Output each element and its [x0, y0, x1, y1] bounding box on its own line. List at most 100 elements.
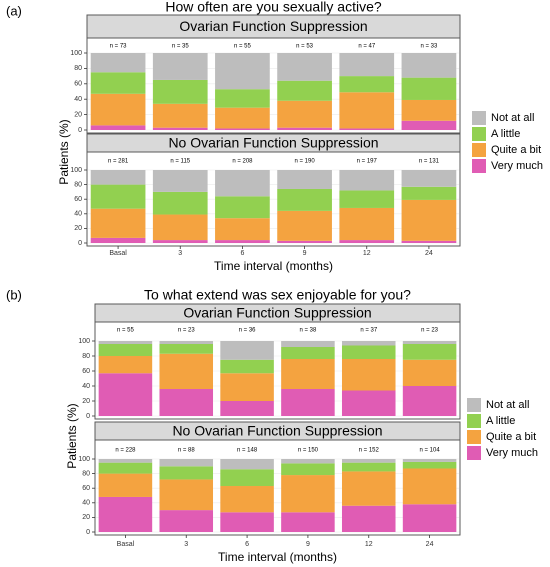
bar-segment-a-little [401, 186, 457, 200]
bar-segment-very-much [220, 401, 274, 416]
y-tick-label: 0 [78, 127, 82, 134]
bar-segment-very-much [159, 389, 214, 416]
bar-segment-not-at-all [98, 341, 153, 344]
legend-swatch-quite-a-bit [472, 143, 486, 157]
y-tick-label: 100 [78, 338, 90, 345]
legend-label: Not at all [491, 112, 534, 124]
bar-segment-not-at-all [215, 170, 270, 197]
y-tick-label: 60 [74, 196, 82, 203]
bar-segment-a-little [339, 76, 395, 93]
legend-swatch-quite-a-bit [467, 430, 481, 444]
n-label: n = 47 [358, 44, 376, 50]
bar-segment-a-little [220, 359, 274, 374]
n-label: n = 23 [178, 328, 196, 334]
bar-segment-quite-a-bit [152, 214, 208, 241]
n-label: n = 88 [178, 448, 196, 454]
bar-segment-very-much [341, 390, 396, 416]
bar-segment-quite-a-bit [401, 99, 457, 121]
bar-segment-quite-a-bit [98, 473, 153, 497]
bar-segment-a-little [90, 184, 146, 209]
n-label: n = 36 [239, 328, 257, 334]
bar-segment-quite-a-bit [339, 92, 395, 129]
n-label: n = 190 [294, 159, 315, 165]
bar-segment-quite-a-bit [98, 356, 153, 374]
bar-segment-not-at-all [277, 170, 332, 189]
y-tick-label: 20 [82, 398, 90, 405]
y-tick-label: 80 [74, 65, 82, 72]
n-label: n = 73 [110, 44, 128, 50]
chart-title: To what extend was sex enjoyable for you… [144, 287, 411, 303]
bar-segment-a-little [341, 462, 396, 472]
y-tick-label: 20 [82, 514, 90, 521]
facet-no-ofs: No Ovarian Function Suppression 0 20 40 60 80… [78, 421, 461, 536]
bar-segment-a-little [98, 462, 153, 474]
x-tick-label: 12 [365, 541, 373, 548]
bar-segment-quite-a-bit [215, 218, 270, 241]
bar-segment-very-much [401, 240, 457, 243]
n-label: n = 228 [115, 448, 136, 454]
bar-segment-not-at-all [402, 341, 457, 344]
n-label: n = 104 [419, 448, 440, 454]
bar-segment-not-at-all [220, 341, 274, 360]
bar-segment-not-at-all [152, 170, 208, 192]
n-label: n = 55 [234, 44, 252, 50]
bar-segment-quite-a-bit [215, 107, 270, 129]
bar-segment-not-at-all [159, 459, 214, 467]
bar-segment-very-much [401, 120, 457, 130]
y-tick-label: 0 [78, 240, 82, 247]
legend-label: Quite a bit [486, 431, 536, 443]
legend-swatch-very-much [467, 446, 481, 460]
bar-segment-quite-a-bit [341, 471, 396, 506]
y-tick-label: 40 [82, 500, 90, 507]
bar-segment-a-little [152, 191, 208, 215]
bar-segment-not-at-all [401, 53, 457, 78]
bar-segment-a-little [277, 188, 332, 211]
bar-segment-quite-a-bit [277, 100, 332, 128]
bar-segment-not-at-all [339, 170, 395, 191]
legend: Not at all A little Quite a bit Very much [467, 398, 538, 460]
bar-segment-very-much [402, 386, 457, 416]
y-tick-label: 100 [70, 50, 82, 57]
x-tick-label: 6 [245, 541, 249, 548]
bar-segment-quite-a-bit [281, 475, 335, 513]
n-label: n = 208 [232, 159, 253, 165]
y-tick-label: 80 [82, 470, 90, 477]
n-label: n = 150 [298, 448, 319, 454]
chart-panel-a: (a) How often are you sexually active?Ova… [6, 0, 543, 273]
legend-swatch-a-little [472, 127, 486, 141]
bar-segment-not-at-all [402, 459, 457, 462]
bar-segment-a-little [98, 344, 153, 356]
chart-title: How often are you sexually active? [165, 0, 382, 15]
bar-segment-very-much [281, 512, 335, 532]
bar-segment-very-much [277, 240, 332, 243]
bar-segment-very-much [159, 510, 214, 532]
bar-segment-a-little [281, 347, 335, 359]
bar-segment-quite-a-bit [152, 103, 208, 128]
bar-segment-not-at-all [152, 53, 208, 80]
legend-swatch-very-much [472, 159, 486, 173]
bar-segment-very-much [402, 504, 457, 532]
x-tick-label: 3 [184, 541, 188, 548]
y-tick-label: 100 [78, 456, 90, 463]
bar-segment-very-much [152, 127, 208, 130]
y-tick-label: 40 [74, 211, 82, 218]
facet-no-ofs: No Ovarian Function Suppression 0 20 40 60 80… [70, 133, 461, 247]
bar-segment-a-little [90, 72, 146, 94]
bar-segment-very-much [90, 125, 146, 130]
n-label: n = 148 [237, 448, 258, 454]
bar-segment-not-at-all [220, 459, 274, 470]
bar-segment-quite-a-bit [159, 479, 214, 511]
y-tick-label: 20 [74, 111, 82, 118]
y-tick-label: 40 [74, 96, 82, 103]
bar-segment-a-little [402, 344, 457, 360]
n-label: n = 197 [357, 159, 378, 165]
bar-segment-quite-a-bit [90, 93, 146, 126]
facet-ofs: Ovarian Function Suppression 0 20 40 60 80 100… [78, 303, 461, 420]
n-label: n = 33 [420, 44, 438, 50]
n-label: n = 38 [299, 328, 317, 334]
bar-segment-very-much [152, 240, 208, 243]
facet-title: Ovarian Function Suppression [183, 305, 371, 321]
bar-segment-not-at-all [90, 170, 146, 185]
n-label: n = 23 [421, 328, 439, 334]
